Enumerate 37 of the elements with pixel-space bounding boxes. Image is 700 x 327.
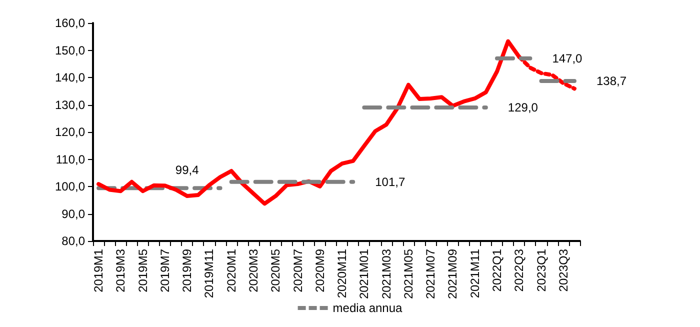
y-tick-label: 110,0 [56,152,86,166]
y-tick-label: 130,0 [54,98,86,112]
x-tick-label: 2022Q3 [512,248,526,292]
x-tick-label: 2021M07 [424,248,438,300]
x-tick-label: 2019M7 [158,248,172,292]
x-tick-label: 2020M3 [246,248,260,292]
x-tick-label: 2019M9 [180,248,194,292]
data-label: 147,0 [552,51,583,66]
data-label: 138,7 [596,74,627,88]
x-tick-label: 2021M09 [446,248,460,300]
x-tick-label: 2020M1 [224,248,238,292]
y-tick-label: 140,0 [54,70,86,84]
x-tick-label: 2019M1 [92,248,106,292]
y-tick-label: 100,0 [54,180,86,194]
y-tick-label: 160,0 [54,16,86,30]
x-tick-label: 2020M11 [335,248,350,298]
x-tick-label: 2021M03 [379,248,394,300]
x-tick-label: 2019M3 [114,248,128,292]
x-tick-label: 2022Q1 [490,248,504,292]
y-tick-label: 120,0 [54,125,86,139]
x-tick-label: 2020M7 [290,248,305,292]
y-tick-label: 90,0 [62,206,86,221]
data-label: 101,7 [375,174,406,189]
x-tick-label: 2023Q1 [534,248,548,292]
x-tick-label: 2020M9 [312,248,327,292]
y-tick-label: 150,0 [54,43,86,58]
legend-label: media annua [332,301,403,315]
x-tick-label: 2019M5 [136,248,150,292]
x-tick-label: 2021M11 [468,248,482,298]
x-tick-label: 2021M05 [401,248,416,300]
x-tick-label: 2020M5 [268,248,283,292]
y-tick-label: 80,0 [62,234,86,248]
x-tick-label: 2021M01 [357,248,372,300]
data-label: 129,0 [508,100,538,114]
x-tick-label: 2019M11 [202,248,216,298]
data-label: 99,4 [175,163,200,178]
x-tick-label: 2023Q3 [556,248,570,292]
